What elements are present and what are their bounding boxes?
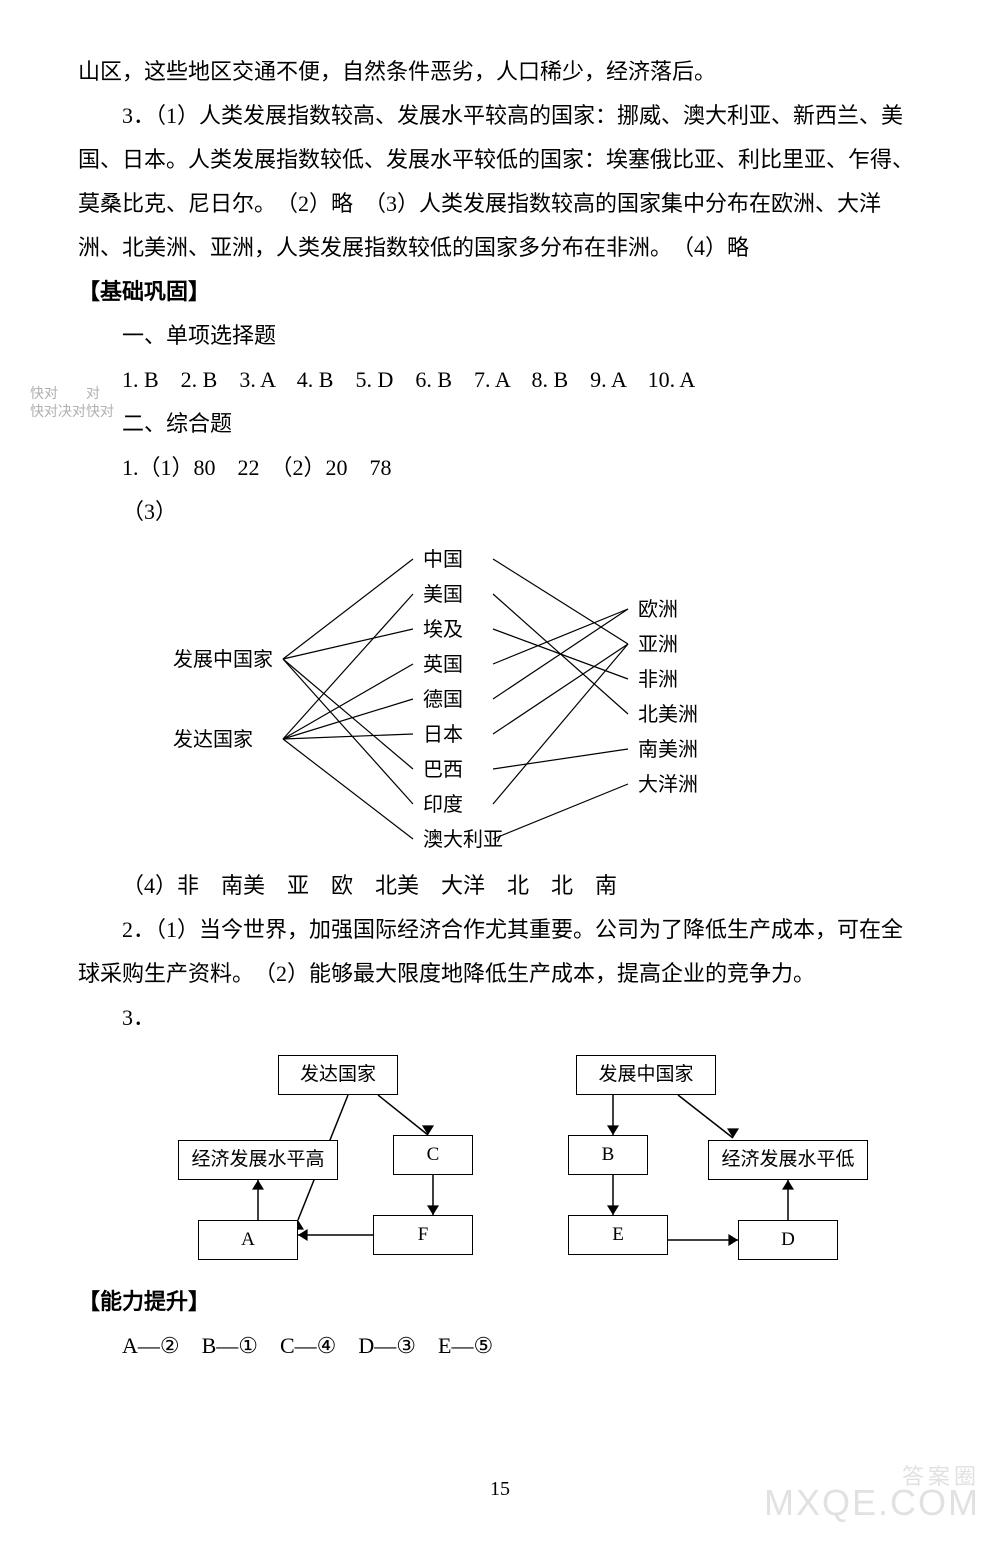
svg-text:澳大利亚: 澳大利亚 [423, 828, 503, 851]
svg-text:德国: 德国 [423, 688, 463, 711]
network-diagram: 发展中国家发达国家 中国美国埃及英国德国日本巴西印度澳大利亚 欧洲亚洲非洲北美洲南美… [163, 539, 863, 859]
svg-text:南美洲: 南美洲 [638, 738, 698, 761]
q1-4: （4）非 南美 亚 欧 北美 大洋 北 北 南 [78, 864, 922, 908]
flow-box: C [393, 1135, 473, 1175]
svg-text:发展中国家: 发展中国家 [173, 648, 273, 671]
svg-text:大洋洲: 大洋洲 [638, 773, 698, 796]
svg-text:美国: 美国 [423, 583, 463, 606]
intro-text: 山区，这些地区交通不便，自然条件恶劣，人口稀少，经济落后。 [78, 50, 922, 94]
section1-head: 【基础巩固】 [78, 270, 922, 314]
flowchart: 发达国家 发展中国家经济发展水平高 经济发展水平低 C B A F E D [178, 1050, 878, 1270]
q3-label: 3． [78, 996, 922, 1040]
watermark-line1: 快对 对 [30, 384, 114, 402]
svg-text:非洲: 非洲 [638, 668, 678, 691]
q2: 2．（1）当今世界，加强国际经济合作尤其重要。公司为了降低生产成本，可在全球采购… [78, 908, 922, 996]
svg-text:巴西: 巴西 [423, 759, 463, 781]
q3-text: 3．（1）人类发展指数较高、发展水平较高的国家：挪威、澳大利亚、新西兰、美国、日… [78, 94, 922, 270]
flow-box: 发展中国家 [576, 1055, 716, 1095]
flow-box: E [568, 1215, 668, 1255]
watermark-line2: 快对决对快对 [30, 402, 114, 420]
svg-text:英国: 英国 [423, 653, 463, 676]
svg-text:日本: 日本 [423, 723, 463, 746]
mc-answers: 1. B 2. B 3. A 4. B 5. D 6. B 7. A 8. B … [78, 358, 922, 402]
flow-box: D [738, 1220, 838, 1260]
svg-text:印度: 印度 [423, 793, 463, 816]
svg-text:北美洲: 北美洲 [638, 703, 698, 726]
flow-box: 经济发展水平高 [178, 1140, 338, 1180]
sub2: 二、综合题 [78, 402, 922, 446]
bottom-watermark-2: MXQE.COM [764, 1467, 980, 1539]
svg-text:埃及: 埃及 [423, 618, 463, 641]
final-answers: A—② B—① C—④ D—③ E—⑤ [78, 1324, 922, 1368]
svg-text:欧洲: 欧洲 [638, 598, 678, 621]
flow-box: 发达国家 [278, 1055, 398, 1095]
flow-box: F [373, 1215, 473, 1255]
section2-head: 【能力提升】 [78, 1280, 922, 1324]
svg-text:中国: 中国 [423, 548, 463, 571]
svg-text:发达国家: 发达国家 [173, 728, 253, 751]
flow-box: B [568, 1135, 648, 1175]
flow-box: A [198, 1220, 298, 1260]
q1-1: 1.（1）80 22 （2）20 78 [78, 446, 922, 490]
svg-text:亚洲: 亚洲 [638, 634, 678, 656]
flow-box: 经济发展水平低 [708, 1140, 868, 1180]
q1-3-label: （3） [78, 490, 922, 534]
sub1: 一、单项选择题 [78, 314, 922, 358]
